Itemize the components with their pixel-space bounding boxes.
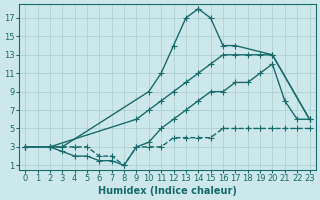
X-axis label: Humidex (Indice chaleur): Humidex (Indice chaleur): [98, 186, 237, 196]
